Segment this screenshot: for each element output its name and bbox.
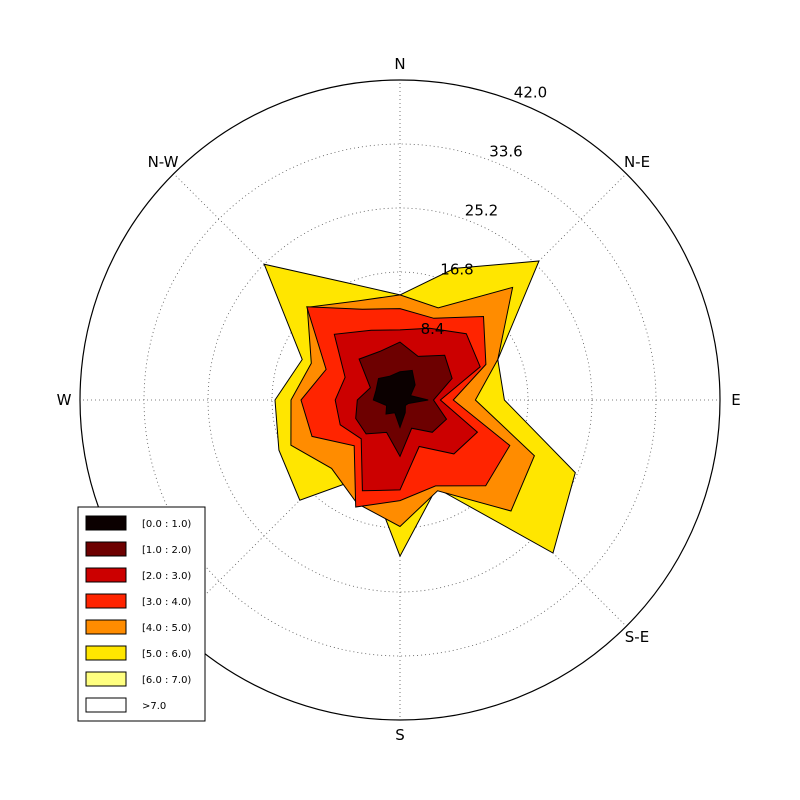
- legend-label-2: [2.0 : 3.0): [142, 571, 191, 582]
- legend-swatch-6: [85, 671, 127, 687]
- direction-label-n: N: [394, 55, 405, 73]
- legend-swatch-0: [85, 515, 127, 531]
- grid-spoke-5: [173, 399, 401, 627]
- legend-frame: [77, 506, 206, 722]
- outer-circle: [79, 79, 721, 721]
- legend-swatch-5: [85, 645, 127, 661]
- wind-rose-series: [263, 260, 576, 558]
- direction-label-s: S: [395, 726, 405, 744]
- radial-tick-label-0: 8.4: [421, 320, 445, 338]
- legend-swatch-7: [85, 697, 127, 713]
- radial-tick-label-4: 42.0: [514, 83, 547, 101]
- direction-label-e: E: [731, 391, 740, 409]
- series-polygon-0: [372, 369, 429, 429]
- radial-tick-label-2: 25.2: [465, 202, 498, 220]
- legend-label-6: [6.0 : 7.0): [142, 675, 191, 686]
- legend-label-1: [1.0 : 2.0): [142, 545, 191, 556]
- direction-label-ne: N-E: [624, 153, 650, 171]
- legend-swatch-4: [85, 619, 127, 635]
- direction-label-w: W: [57, 391, 72, 409]
- legend-label-3: [3.0 : 4.0): [142, 597, 191, 608]
- legend-swatch-1: [85, 541, 127, 557]
- direction-label-nw: N-W: [148, 153, 179, 171]
- radial-tick-label-3: 33.6: [489, 143, 522, 161]
- legend-label-7: >7.0: [142, 701, 166, 712]
- legend: [0.0 : 1.0) [1.0 : 2.0) [2.0 : 3.0) [3.0 : …: [77, 506, 206, 722]
- direction-label-se: S-E: [625, 628, 649, 646]
- legend-label-4: [4.0 : 5.0): [142, 623, 191, 634]
- legend-swatch-3: [85, 593, 127, 609]
- radial-tick-labels: 8.4 16.8 25.2 33.6 42.0: [421, 83, 548, 338]
- legend-label-0: [0.0 : 1.0): [142, 519, 191, 530]
- legend-swatch-2: [85, 567, 127, 583]
- legend-label-5: [5.0 : 6.0): [142, 649, 191, 660]
- radial-tick-label-1: 16.8: [440, 261, 473, 279]
